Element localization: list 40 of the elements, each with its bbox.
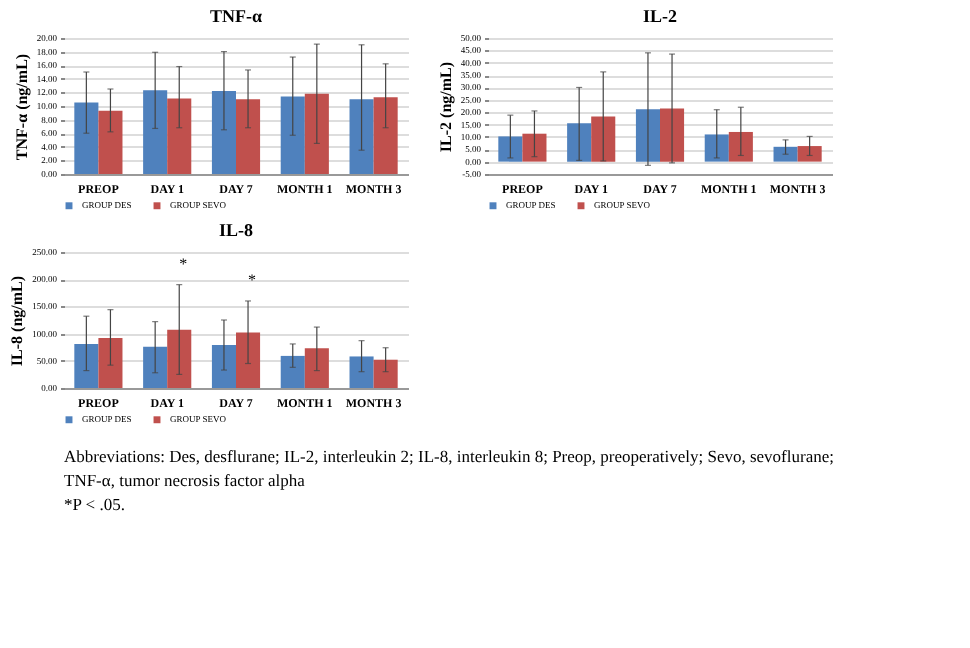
chart-title: IL-2 xyxy=(642,6,678,26)
bar xyxy=(98,337,123,388)
bar xyxy=(280,96,305,174)
text: *P < .05. xyxy=(64,494,125,514)
bar xyxy=(304,93,329,174)
annotation: * xyxy=(248,270,256,289)
bar xyxy=(635,109,660,162)
bar xyxy=(349,356,374,388)
bar xyxy=(143,346,168,388)
text: Abbreviations: Des, desflurane; IL-2, interleukin 2; IL-8, interleukin 8; Preop, preoperatively; Sevo, sevoflurane; TNF-α, tumor necrosis factor alpha xyxy=(64,446,834,490)
bar xyxy=(211,91,236,174)
bar xyxy=(143,90,168,174)
bar xyxy=(211,345,236,388)
bar xyxy=(728,131,753,162)
bar xyxy=(167,98,192,174)
bar xyxy=(660,108,685,162)
bar xyxy=(74,102,99,174)
chart-title: TNF-α xyxy=(209,6,263,26)
bar xyxy=(522,133,547,162)
bar xyxy=(236,99,261,174)
bar xyxy=(797,146,822,162)
bar xyxy=(74,343,99,388)
bar xyxy=(704,134,729,162)
bar xyxy=(280,355,305,388)
bar xyxy=(167,329,192,388)
bar xyxy=(773,146,798,162)
bar xyxy=(304,348,329,388)
bar xyxy=(498,136,523,162)
annotation: * xyxy=(179,254,188,273)
y-axis-title: IL-2 (ng/mL) xyxy=(436,61,455,153)
bar xyxy=(98,110,123,174)
bar xyxy=(373,97,398,174)
y-axis-title: IL-8 (ng/mL) xyxy=(8,275,27,367)
bar xyxy=(591,116,616,162)
y-axis-title: TNF-α (ng/mL) xyxy=(12,53,31,161)
chart-title: IL-8 xyxy=(218,220,254,240)
bar xyxy=(567,123,592,162)
bar xyxy=(373,359,398,388)
bar xyxy=(349,99,374,174)
bar xyxy=(236,332,261,388)
